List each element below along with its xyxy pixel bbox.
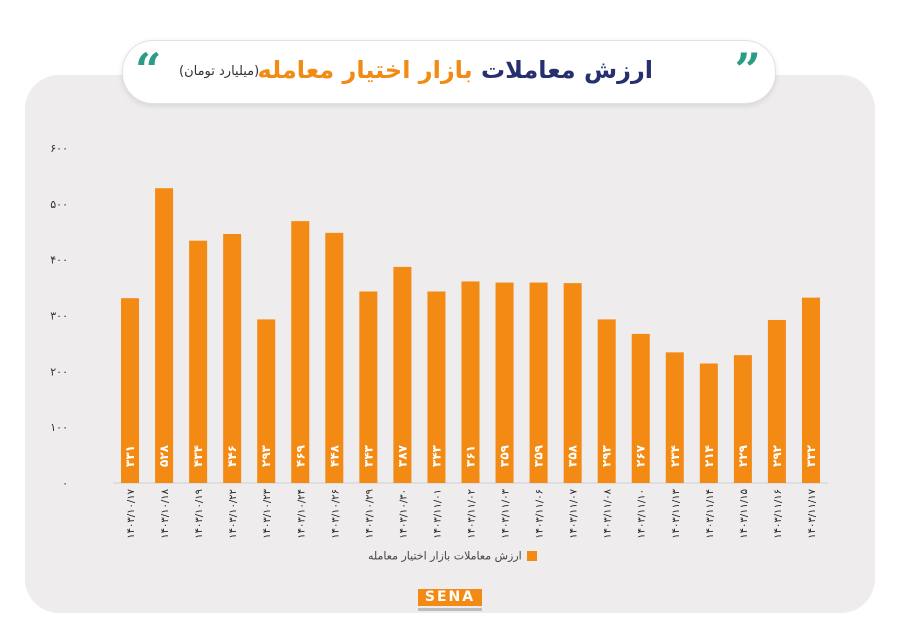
bar-value-label: ۳۴۳ (429, 444, 443, 467)
x-tick-label: ۱۴۰۳/۱۱/۱۰ (637, 489, 648, 539)
quote-close-icon: ” (734, 43, 761, 97)
y-tick-label: ۶۰۰ (50, 142, 68, 155)
y-tick-label: ۰ (62, 477, 68, 490)
bar-value-label: ۴۳۴ (191, 445, 205, 467)
bar (767, 319, 786, 483)
bar-value-label: ۳۸۷ (395, 444, 409, 467)
y-tick-label: ۳۰۰ (50, 310, 68, 323)
x-tick-label: ۱۴۰۳/۱۰/۳۰ (398, 489, 409, 539)
bar (665, 352, 684, 483)
y-tick-label: ۱۰۰ (50, 421, 68, 434)
bar (801, 297, 820, 483)
chart-subtitle: (میلیارد تومان) (179, 64, 260, 79)
logo-strip (418, 608, 482, 611)
bar (257, 319, 276, 483)
bar-value-label: ۲۶۷ (634, 444, 648, 467)
bar (291, 221, 310, 483)
bar-value-label: ۳۵۹ (498, 444, 512, 467)
bar-value-label: ۲۹۳ (259, 444, 273, 467)
bar-value-label: ۳۳۱ (123, 445, 137, 467)
bar-value-label: ۳۵۸ (566, 444, 580, 467)
bar (427, 291, 446, 483)
bar-value-label: ۲۹۲ (770, 444, 784, 467)
bar (597, 319, 616, 483)
quote-open-icon: “ (135, 43, 162, 97)
logo-text: SENA (418, 589, 482, 606)
x-tick-label: ۱۴۰۳/۱۰/۱۷ (126, 488, 137, 538)
x-tick-label: ۱۴۰۳/۱۱/۱۴ (705, 489, 716, 539)
bar-value-label: ۲۹۳ (600, 444, 614, 467)
bar-value-label: ۵۲۸ (157, 444, 171, 467)
y-tick-label: ۵۰۰ (50, 198, 68, 211)
x-tick-label: ۱۴۰۳/۱۱/۱۶ (773, 489, 784, 539)
title-banner: “ (میلیارد تومان) ارزش معاملات بازار اخت… (122, 40, 776, 104)
bar-value-label: ۳۶۱ (464, 445, 478, 467)
x-tick-label: ۱۴۰۳/۱۱/۰۱ (432, 489, 443, 539)
x-tick-label: ۱۴۰۳/۱۱/۰۲ (467, 489, 478, 539)
sena-logo: SENA (418, 589, 482, 613)
bar-value-label: ۲۱۴ (702, 445, 716, 467)
chart-title: ارزش معاملات بازار اختیار معامله (258, 55, 653, 85)
x-tick-label: ۱۴۰۳/۱۰/۲۶ (330, 489, 341, 539)
legend-swatch (526, 551, 537, 561)
bar (189, 240, 208, 483)
x-tick-label: ۱۴۰۳/۱۱/۱۷ (807, 488, 818, 538)
bar (529, 282, 548, 483)
bar-value-label: ۳۵۹ (532, 444, 546, 467)
bar-value-label: ۲۳۴ (668, 445, 682, 467)
y-tick-label: ۴۰۰ (50, 254, 68, 267)
x-tick-label: ۱۴۰۳/۱۱/۱۵ (739, 489, 750, 539)
bar-value-label: ۳۳۲ (804, 444, 818, 467)
legend: ارزش معاملات بازار اختیار معامله (368, 549, 537, 565)
bar (563, 283, 582, 483)
bar-value-label: ۴۴۸ (327, 444, 341, 467)
bar (699, 363, 718, 483)
bar (325, 232, 344, 483)
x-tick-label: ۱۴۰۳/۱۰/۱۹ (194, 489, 205, 539)
bar (733, 355, 752, 483)
x-tick-label: ۱۴۰۳/۱۱/۰۶ (535, 489, 546, 539)
bar (393, 266, 412, 483)
legend-label: ارزش معاملات بازار اختیار معامله (368, 549, 522, 563)
bar-value-label: ۲۲۹ (736, 444, 750, 467)
bar-value-label: ۴۴۶ (225, 445, 239, 467)
bar (223, 233, 242, 483)
chart-title-main: ارزش معاملات (481, 56, 653, 84)
bar-value-label: ۳۴۳ (361, 444, 375, 467)
bar (631, 333, 650, 483)
bar (359, 291, 378, 483)
bar (461, 281, 480, 483)
y-tick-label: ۲۰۰ (50, 365, 68, 378)
x-tick-label: ۱۴۰۳/۱۰/۱۸ (160, 488, 171, 538)
bar (121, 298, 140, 483)
bar-value-label: ۴۶۹ (293, 444, 307, 467)
x-tick-label: ۱۴۰۳/۱۱/۰۳ (501, 488, 512, 538)
chart-title-accent: بازار اختیار معامله (257, 56, 473, 84)
x-tick-label: ۱۴۰۳/۱۱/۱۳ (671, 488, 682, 538)
x-tick-label: ۱۴۰۳/۱۱/۰۸ (603, 488, 614, 538)
x-tick-label: ۱۴۰۳/۱۰/۲۳ (262, 488, 273, 538)
bar (495, 282, 514, 483)
x-tick-label: ۱۴۰۳/۱۰/۲۲ (228, 489, 239, 539)
bar (155, 188, 174, 483)
x-tick-label: ۱۴۰۳/۱۱/۰۷ (569, 488, 580, 538)
x-tick-label: ۱۴۰۳/۱۰/۲۴ (296, 489, 307, 539)
x-tick-label: ۱۴۰۳/۱۰/۲۹ (364, 489, 375, 539)
